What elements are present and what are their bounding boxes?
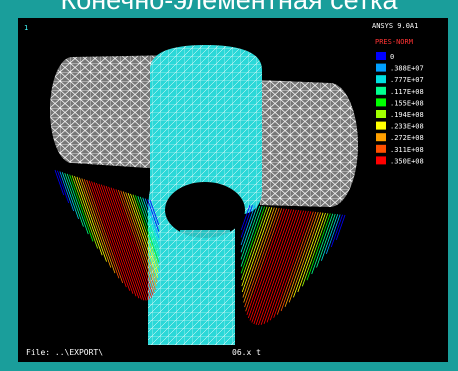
- window-number: 1: [24, 24, 28, 32]
- legend-swatch: [376, 64, 386, 72]
- legend-label: .388E+07: [390, 65, 424, 73]
- legend-label: .777E+07: [390, 76, 424, 84]
- legend-label: .311E+08: [390, 146, 424, 154]
- legend-swatch: [376, 145, 386, 153]
- file-name: 06.x t: [232, 348, 261, 357]
- page: Конечно-элементная сетка 1 ANSYS 9.0A1 P…: [0, 0, 458, 371]
- legend-label: .155E+08: [390, 99, 424, 107]
- legend-swatch: [376, 52, 386, 60]
- legend-swatch: [376, 110, 386, 118]
- title: Конечно-элементная сетка: [60, 0, 398, 15]
- legend-label: .350E+08: [390, 157, 424, 165]
- file-path: File: ..\EXPORT\: [26, 348, 103, 357]
- legend-label: 0: [390, 53, 394, 61]
- legend-swatch: [376, 75, 386, 83]
- legend-label: .272E+08: [390, 134, 424, 142]
- product: ANSYS 9.0A1: [372, 22, 418, 30]
- legend-swatch: [376, 87, 386, 95]
- legend-swatch: [376, 156, 386, 164]
- legend-swatch: [376, 133, 386, 141]
- legend-swatch: [376, 122, 386, 130]
- screenshot: Конечно-элементная сетка 1 ANSYS 9.0A1 P…: [0, 0, 458, 371]
- legend-swatch: [376, 98, 386, 106]
- legend-label: .233E+08: [390, 123, 424, 131]
- legend-label: .194E+08: [390, 111, 424, 119]
- legend-label: .117E+08: [390, 88, 424, 96]
- result-label: PRES-NORM: [375, 38, 413, 46]
